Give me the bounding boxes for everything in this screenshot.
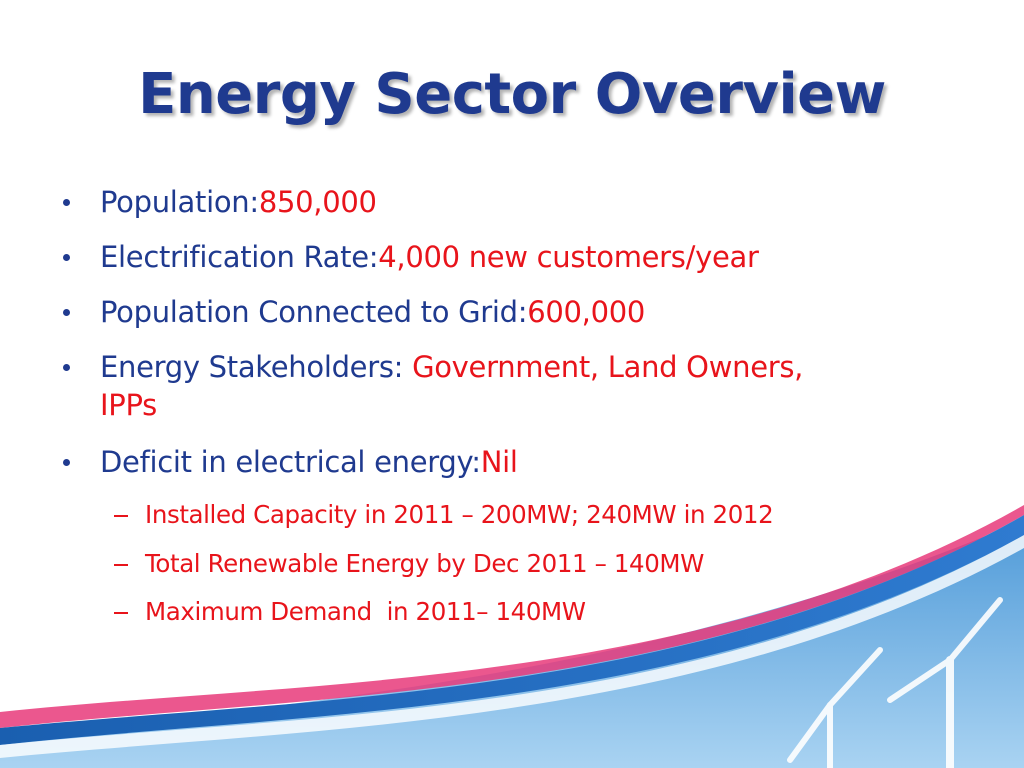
sub-bullet-text: Maximum Demand in 2011– 140MW [145, 597, 586, 626]
sub-bullet: Maximum Demand in 2011– 140MW [114, 596, 586, 628]
bullet: Deficit in electrical energy:Nil [63, 443, 860, 481]
turbines [787, 597, 1003, 768]
slide-title: Energy Sector Overview [138, 62, 886, 127]
bullet-value: 600,000 [527, 295, 646, 329]
bullet-label: Deficit in electrical energy: [100, 445, 481, 479]
bullet-label: Population: [100, 185, 259, 219]
bullet-value: 850,000 [258, 185, 377, 219]
sub-bullet: Installed Capacity in 2011 – 200MW; 240M… [114, 499, 774, 531]
bullet-label: Energy Stakeholders: [100, 350, 404, 384]
bullet-value: Government, Land Owners, IPPs [100, 350, 804, 422]
sky [0, 520, 1024, 768]
bullet: Electrification Rate:4,000 new customers… [63, 238, 860, 276]
bullet: Energy Stakeholders: Government, Land Ow… [63, 348, 840, 424]
sub-bullet-text: Total Renewable Energy by Dec 2011 – 140… [145, 549, 704, 578]
bullet: Population:850,000 [63, 183, 860, 221]
sub-bullet-text: Installed Capacity in 2011 – 200MW; 240M… [145, 500, 774, 529]
bullet-label: Population Connected to Grid: [100, 295, 528, 329]
bullet-label: Electrification Rate: [100, 240, 379, 274]
bullet-value: 4,000 new customers/year [378, 240, 759, 274]
sub-bullet: Total Renewable Energy by Dec 2011 – 140… [114, 548, 704, 580]
bullet: Population Connected to Grid:600,000 [63, 293, 860, 331]
bullet-value: Nil [480, 445, 518, 479]
swoosh-blue [0, 515, 1024, 745]
swoosh-red [0, 505, 1024, 728]
